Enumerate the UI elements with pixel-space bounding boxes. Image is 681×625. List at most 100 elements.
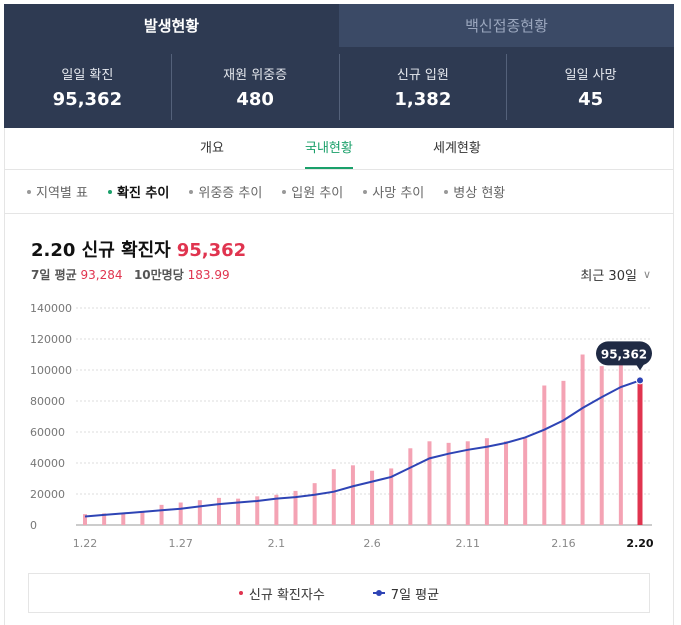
- bar-1.24: [121, 513, 126, 525]
- filter-bar: 지역별 표 확진 추이 위중증 추이 입원 추이 사망 추이 병상 현황: [4, 170, 674, 214]
- legend-item-line: 7일 평균: [372, 584, 440, 603]
- stat-value: 1,382: [394, 89, 452, 110]
- x-tick-label: 2.1: [268, 537, 286, 550]
- filter-confirmed-trend[interactable]: 확진 추이: [107, 182, 170, 201]
- bar-2.6: [370, 470, 375, 525]
- stat-value: 45: [578, 89, 604, 110]
- filter-bed-status[interactable]: 병상 현황: [444, 182, 505, 201]
- bullet-icon: [27, 189, 31, 194]
- x-tick-label: 2.20: [626, 537, 653, 550]
- tooltip-value: 95,362: [601, 347, 647, 361]
- chart-panel: 2.20 신규 확진자 95,362 7일 평균 93,284 10만명당 183…: [4, 214, 674, 625]
- filter-label: 위중증 추이: [198, 186, 263, 201]
- confirmed-trend-chart: 0 20000 40000 60000 80000 100000 120000 140000 1…: [30, 302, 654, 550]
- tab-outbreak-status[interactable]: 발생현황: [4, 4, 339, 47]
- stat-daily-confirmed: 일일 확진 95,362: [4, 54, 172, 120]
- bar-2.2: [293, 490, 298, 525]
- x-tick-label: 1.22: [73, 537, 98, 550]
- bar-2.18: [599, 366, 604, 525]
- x-tick-label: 2.11: [456, 537, 481, 550]
- bar-2.11: [465, 441, 470, 525]
- chevron-down-icon: ∨: [642, 268, 651, 281]
- bar-1.26: [159, 504, 164, 525]
- filter-admission-trend[interactable]: 입원 추이: [282, 182, 343, 201]
- bar-2.20: [637, 377, 643, 525]
- stat-label: 일일 확진: [61, 68, 114, 83]
- bar-1.29: [216, 497, 221, 525]
- tooltip-pointer: [636, 364, 644, 371]
- legend-label-bar: 신규 확진자수: [248, 587, 325, 603]
- tab-overview[interactable]: 개요: [200, 141, 224, 156]
- y-tick-label: 120000: [30, 333, 72, 346]
- summary-header: 발생현황 백신접종현황 일일 확진 95,362 재원 위중증 480 신규 입…: [4, 4, 674, 128]
- bullet-icon: [363, 189, 368, 194]
- bar-2.17: [580, 354, 585, 525]
- y-tick-label: 40000: [30, 457, 65, 470]
- bar-1.22: [83, 514, 87, 525]
- bar-1.25: [140, 511, 145, 525]
- tab-world[interactable]: 세계현황: [433, 141, 481, 156]
- y-tick-label: 0: [30, 519, 37, 532]
- filter-regional-table[interactable]: 지역별 표: [27, 182, 88, 201]
- value-tooltip: [596, 341, 652, 366]
- filter-label: 확진 추이: [116, 186, 170, 201]
- stat-label: 재원 위중증: [223, 68, 288, 83]
- bar-2.10: [446, 442, 451, 525]
- stat-label: 일일 사망: [564, 68, 617, 83]
- bar-1.30: [236, 498, 241, 525]
- avg-label: 7일 평균: [31, 268, 77, 282]
- sub-tab-bar: 개요 국내현황 세계현황: [4, 128, 674, 170]
- filter-label: 병상 현황: [453, 186, 506, 201]
- bullet-icon: [189, 189, 194, 194]
- bar-2.8: [408, 448, 413, 525]
- headline-value: 95,362: [176, 240, 247, 261]
- chart-legend: 신규 확진자수 7일 평균: [28, 573, 650, 613]
- x-tick-label: 2.6: [363, 537, 381, 550]
- x-tick-label: 1.27: [168, 537, 193, 550]
- legend-line-icon: [372, 590, 385, 596]
- bar-1.27: [178, 502, 183, 525]
- legend-label-line: 7일 평균: [390, 587, 440, 603]
- period-label: 최근 30일: [580, 269, 637, 284]
- bullet-icon: [107, 189, 112, 194]
- headline-title: 2.20 신규 확진자: [31, 240, 171, 261]
- bar-2.9: [427, 441, 432, 525]
- avg-line: [84, 379, 641, 518]
- filter-critical-trend[interactable]: 위중증 추이: [189, 182, 262, 201]
- bullet-icon: [444, 189, 449, 194]
- y-tick-label: 80000: [30, 395, 65, 408]
- tab-vaccination-status[interactable]: 백신접종현황: [339, 4, 674, 47]
- filter-label: 입원 추이: [291, 186, 344, 201]
- stats-row: 일일 확진 95,362 재원 위중증 480 신규 입원 1,382 일일 사…: [4, 54, 674, 120]
- stat-value: 480: [236, 89, 274, 110]
- bar-2.16: [561, 380, 566, 525]
- stat-daily-deaths: 일일 사망 45: [507, 54, 674, 120]
- bar-2.14: [523, 438, 528, 525]
- bar-2.19: [618, 356, 623, 525]
- y-tick-label: 20000: [30, 488, 65, 501]
- y-tick-label: 100000: [30, 364, 72, 377]
- stat-label: 신규 입원: [396, 68, 449, 83]
- filter-death-trend[interactable]: 사망 추이: [363, 182, 424, 201]
- bar-2.3: [312, 483, 317, 525]
- bar-2.5: [350, 465, 355, 525]
- x-tick-label: 2.16: [551, 537, 576, 550]
- period-dropdown[interactable]: 최근 30일 ∨: [580, 265, 651, 284]
- bar-2.13: [504, 441, 509, 525]
- bar-2.4: [331, 469, 336, 525]
- stat-value: 95,362: [52, 89, 123, 110]
- per-capita-value: 183.99: [187, 268, 230, 282]
- filter-label: 사망 추이: [372, 186, 425, 201]
- tab-domestic[interactable]: 국내현황: [305, 128, 353, 169]
- bar-2.7: [389, 468, 394, 525]
- bar-1.31: [255, 496, 260, 525]
- bar-1.23: [102, 513, 107, 525]
- avg-point-last: [636, 376, 644, 385]
- bar-2.15: [542, 385, 547, 525]
- stat-critical: 재원 위중증 480: [172, 54, 340, 120]
- y-tick-label: 60000: [30, 426, 65, 439]
- legend-item-bar: 신규 확진자수: [238, 584, 325, 603]
- bar-2.1: [274, 494, 279, 525]
- chart-subline: 7일 평균 93,284 10만명당 183.99: [31, 266, 230, 283]
- stat-new-admission: 신규 입원 1,382: [340, 54, 508, 120]
